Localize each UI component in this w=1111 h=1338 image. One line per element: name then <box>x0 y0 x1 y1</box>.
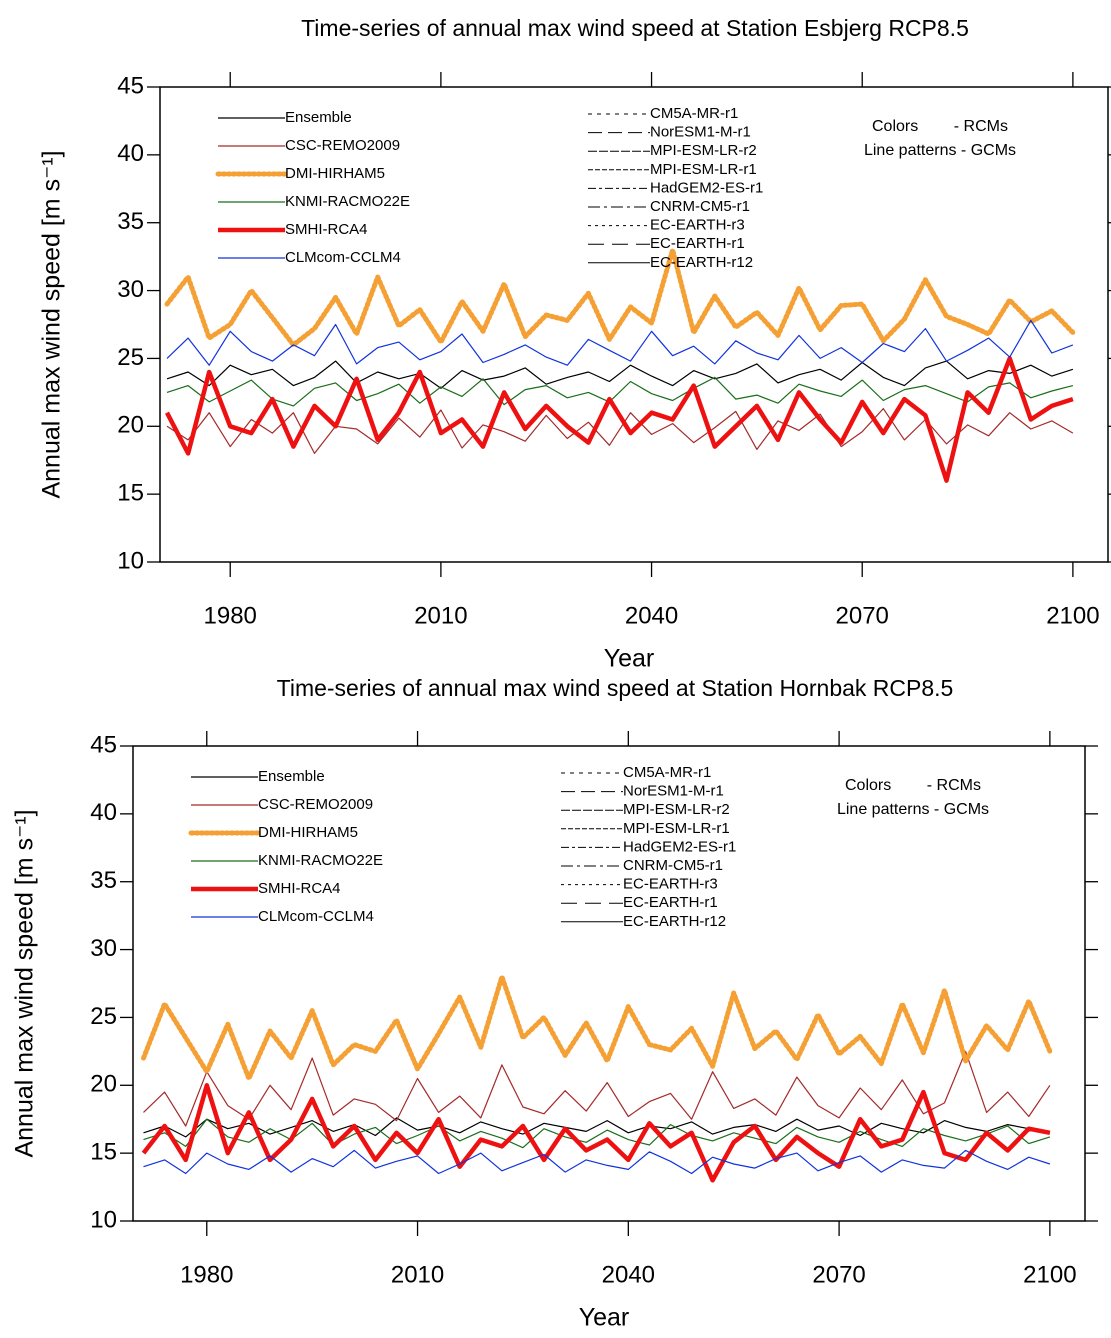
y-tick-label: 40 <box>90 799 117 826</box>
legend-label: KNMI-RACMO22E <box>285 193 410 210</box>
y-tick-label: 40 <box>117 140 144 167</box>
series-line <box>143 1050 1051 1127</box>
legend-label: KNMI-RACMO22E <box>258 852 383 869</box>
plot-frame <box>159 86 1109 563</box>
x-axis-label: Year <box>579 1304 630 1332</box>
annotation: Colors - RCMs <box>872 118 1008 135</box>
annotation: Line patterns - GCMs <box>864 142 1016 159</box>
x-tick-label: 2070 <box>812 1261 865 1288</box>
series-line <box>143 1149 1051 1175</box>
pattern-label: CM5A-MR-r1 <box>623 764 711 781</box>
pattern-label: HadGEM2-ES-r1 <box>623 838 736 855</box>
x-tick-label: 1980 <box>180 1261 233 1288</box>
x-tick-label: 2010 <box>414 602 467 629</box>
x-tick-label: 2010 <box>391 1261 444 1288</box>
series-line <box>143 1117 1051 1138</box>
chart-title: Time-series of annual max wind speed at … <box>277 675 954 701</box>
series-line <box>166 376 1074 407</box>
pattern-label: NorESM1-M-r1 <box>623 783 724 800</box>
y-tick-label: 25 <box>90 1003 117 1030</box>
y-tick-label: 35 <box>90 867 117 894</box>
y-tick-label: 15 <box>117 479 144 506</box>
pattern-label: MPI-ESM-LR-r2 <box>623 801 730 818</box>
legend-label: SMHI-RCA4 <box>258 880 341 897</box>
y-tick-label: 15 <box>90 1138 117 1165</box>
pattern-label: CNRM-CM5-r1 <box>650 198 750 215</box>
legend-label: Ensemble <box>285 109 352 126</box>
legend-label: DMI-HIRHAM5 <box>285 165 385 182</box>
pattern-label: CM5A-MR-r1 <box>650 105 738 122</box>
y-axis-label: Annual max wind speed [m s⁻¹] <box>38 150 66 498</box>
series-line <box>166 408 1074 454</box>
y-tick-label: 35 <box>117 208 144 235</box>
chart: Time-series of annual max wind speed at … <box>38 15 1111 673</box>
y-tick-label: 20 <box>90 1071 117 1098</box>
pattern-label: MPI-ESM-LR-r2 <box>650 142 757 159</box>
legend-label: CLMcom-CCLM4 <box>258 908 374 925</box>
pattern-label: MPI-ESM-LR-r1 <box>650 161 757 178</box>
plot-frame <box>132 745 1086 1222</box>
legend-label: CLMcom-CCLM4 <box>285 249 401 266</box>
annotation: Colors - RCMs <box>845 777 981 794</box>
y-tick-label: 30 <box>90 935 117 962</box>
pattern-label: HadGEM2-ES-r1 <box>650 179 763 196</box>
y-tick-label: 10 <box>90 1206 117 1233</box>
x-tick-label: 2040 <box>625 602 678 629</box>
series-line <box>141 974 1053 1081</box>
chart: Time-series of annual max wind speed at … <box>11 675 1098 1332</box>
pattern-label: EC-EARTH-r1 <box>623 894 718 911</box>
y-tick-label: 45 <box>117 72 144 99</box>
pattern-label: MPI-ESM-LR-r1 <box>623 820 730 837</box>
pattern-label: EC-EARTH-r3 <box>650 217 745 234</box>
series-line <box>166 360 1074 389</box>
legend-label: SMHI-RCA4 <box>285 221 368 238</box>
series-line <box>141 1083 1051 1183</box>
x-tick-label: 2100 <box>1023 1261 1076 1288</box>
y-tick-label: 25 <box>117 344 144 371</box>
legend-label: Ensemble <box>258 768 325 785</box>
legend-label: CSC-REMO2009 <box>258 796 373 813</box>
legend-label: CSC-REMO2009 <box>285 137 400 154</box>
y-tick-label: 45 <box>90 731 117 758</box>
series-line <box>166 319 1074 366</box>
annotation: Line patterns - GCMs <box>837 801 989 818</box>
legend-label: DMI-HIRHAM5 <box>258 824 358 841</box>
pattern-label: EC-EARTH-r12 <box>650 254 753 271</box>
x-tick-label: 1980 <box>204 602 257 629</box>
pattern-label: NorESM1-M-r1 <box>650 124 751 141</box>
series-line <box>165 356 1074 483</box>
pattern-label: CNRM-CM5-r1 <box>623 857 723 874</box>
y-tick-label: 20 <box>117 412 144 439</box>
y-axis-label: Annual max wind speed [m s⁻¹] <box>11 809 39 1157</box>
x-tick-label: 2070 <box>836 602 889 629</box>
y-tick-label: 30 <box>117 276 144 303</box>
series-line <box>164 247 1076 348</box>
pattern-label: EC-EARTH-r12 <box>623 913 726 930</box>
y-tick-label: 10 <box>117 547 144 574</box>
chart-title: Time-series of annual max wind speed at … <box>301 15 969 41</box>
pattern-label: EC-EARTH-r1 <box>650 235 745 252</box>
x-axis-label: Year <box>604 645 655 673</box>
x-tick-label: 2040 <box>602 1261 655 1288</box>
pattern-label: EC-EARTH-r3 <box>623 876 718 893</box>
x-tick-label: 2100 <box>1046 602 1099 629</box>
